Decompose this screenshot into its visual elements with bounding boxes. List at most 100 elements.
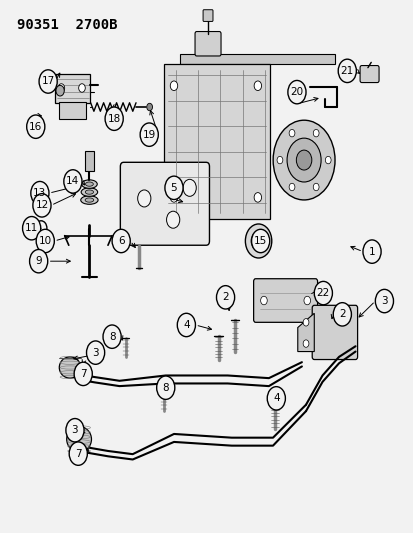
Text: 8: 8	[109, 332, 115, 342]
Circle shape	[170, 192, 177, 202]
Circle shape	[313, 183, 318, 191]
Ellipse shape	[81, 180, 97, 188]
Circle shape	[286, 138, 320, 182]
Circle shape	[273, 120, 334, 200]
Circle shape	[69, 442, 87, 465]
Text: 3: 3	[380, 296, 387, 306]
Circle shape	[302, 319, 308, 326]
FancyBboxPatch shape	[253, 279, 317, 322]
Circle shape	[332, 303, 351, 326]
Circle shape	[56, 85, 64, 96]
Circle shape	[251, 229, 269, 253]
Circle shape	[287, 80, 305, 104]
Circle shape	[362, 240, 380, 263]
Text: 21: 21	[340, 66, 353, 76]
Text: 18: 18	[107, 114, 121, 124]
Circle shape	[216, 286, 234, 309]
Text: 3: 3	[71, 425, 78, 435]
Circle shape	[296, 150, 311, 170]
Circle shape	[276, 156, 282, 164]
Circle shape	[138, 190, 150, 207]
Circle shape	[177, 313, 195, 337]
Circle shape	[156, 376, 174, 399]
Text: 3: 3	[92, 348, 99, 358]
Text: 6: 6	[118, 236, 124, 246]
Circle shape	[254, 192, 261, 202]
Circle shape	[164, 176, 183, 199]
Polygon shape	[297, 313, 313, 352]
Circle shape	[288, 183, 294, 191]
Text: 8: 8	[162, 383, 169, 393]
Text: 10: 10	[38, 236, 52, 246]
Circle shape	[78, 84, 85, 92]
Circle shape	[64, 169, 82, 193]
Text: 22: 22	[316, 288, 329, 298]
Circle shape	[260, 296, 267, 305]
FancyBboxPatch shape	[203, 10, 212, 21]
Text: 17: 17	[41, 77, 55, 86]
Text: 9: 9	[35, 256, 42, 266]
Text: 11: 11	[25, 223, 38, 233]
Circle shape	[74, 362, 92, 385]
Text: 90351  2700B: 90351 2700B	[17, 18, 117, 31]
Circle shape	[22, 216, 40, 240]
Circle shape	[29, 249, 47, 273]
Circle shape	[146, 103, 152, 111]
Polygon shape	[55, 74, 90, 103]
Text: 15: 15	[254, 236, 267, 246]
Polygon shape	[180, 54, 334, 64]
Text: 7: 7	[80, 369, 86, 379]
Circle shape	[267, 386, 285, 410]
Circle shape	[39, 70, 57, 93]
Circle shape	[140, 123, 158, 147]
Circle shape	[288, 130, 294, 137]
FancyBboxPatch shape	[311, 305, 357, 360]
Text: 7: 7	[75, 449, 81, 458]
FancyBboxPatch shape	[195, 31, 221, 56]
Circle shape	[36, 229, 54, 253]
Ellipse shape	[85, 190, 93, 194]
Circle shape	[325, 156, 330, 164]
Ellipse shape	[85, 198, 93, 202]
Text: 5: 5	[170, 183, 177, 193]
Polygon shape	[59, 102, 86, 119]
Ellipse shape	[59, 357, 81, 378]
FancyBboxPatch shape	[85, 151, 94, 171]
Circle shape	[26, 115, 45, 139]
Circle shape	[313, 130, 318, 137]
Circle shape	[58, 84, 64, 92]
Text: 1: 1	[368, 247, 375, 256]
Polygon shape	[163, 64, 269, 219]
Text: 4: 4	[272, 393, 279, 403]
Ellipse shape	[85, 182, 93, 186]
Text: 19: 19	[142, 130, 155, 140]
Circle shape	[66, 418, 84, 442]
FancyBboxPatch shape	[120, 163, 209, 245]
Circle shape	[33, 193, 51, 217]
Text: 13: 13	[33, 188, 46, 198]
Ellipse shape	[81, 188, 97, 196]
Text: 12: 12	[35, 200, 48, 211]
Circle shape	[375, 289, 392, 313]
Circle shape	[31, 181, 49, 205]
Circle shape	[166, 211, 179, 228]
FancyBboxPatch shape	[359, 66, 378, 83]
Text: 4: 4	[183, 320, 189, 330]
Ellipse shape	[81, 196, 98, 204]
Ellipse shape	[66, 426, 91, 452]
Circle shape	[86, 341, 104, 365]
Circle shape	[254, 81, 261, 91]
Text: 20: 20	[290, 87, 303, 97]
Circle shape	[245, 224, 271, 258]
Circle shape	[303, 296, 310, 305]
Circle shape	[105, 107, 123, 131]
Circle shape	[112, 229, 130, 253]
Circle shape	[337, 59, 356, 83]
Text: 2: 2	[338, 309, 345, 319]
Text: 2: 2	[222, 292, 228, 302]
Circle shape	[313, 281, 332, 305]
Circle shape	[251, 231, 266, 251]
Text: 16: 16	[29, 122, 42, 132]
Circle shape	[183, 179, 196, 196]
Circle shape	[170, 81, 177, 91]
